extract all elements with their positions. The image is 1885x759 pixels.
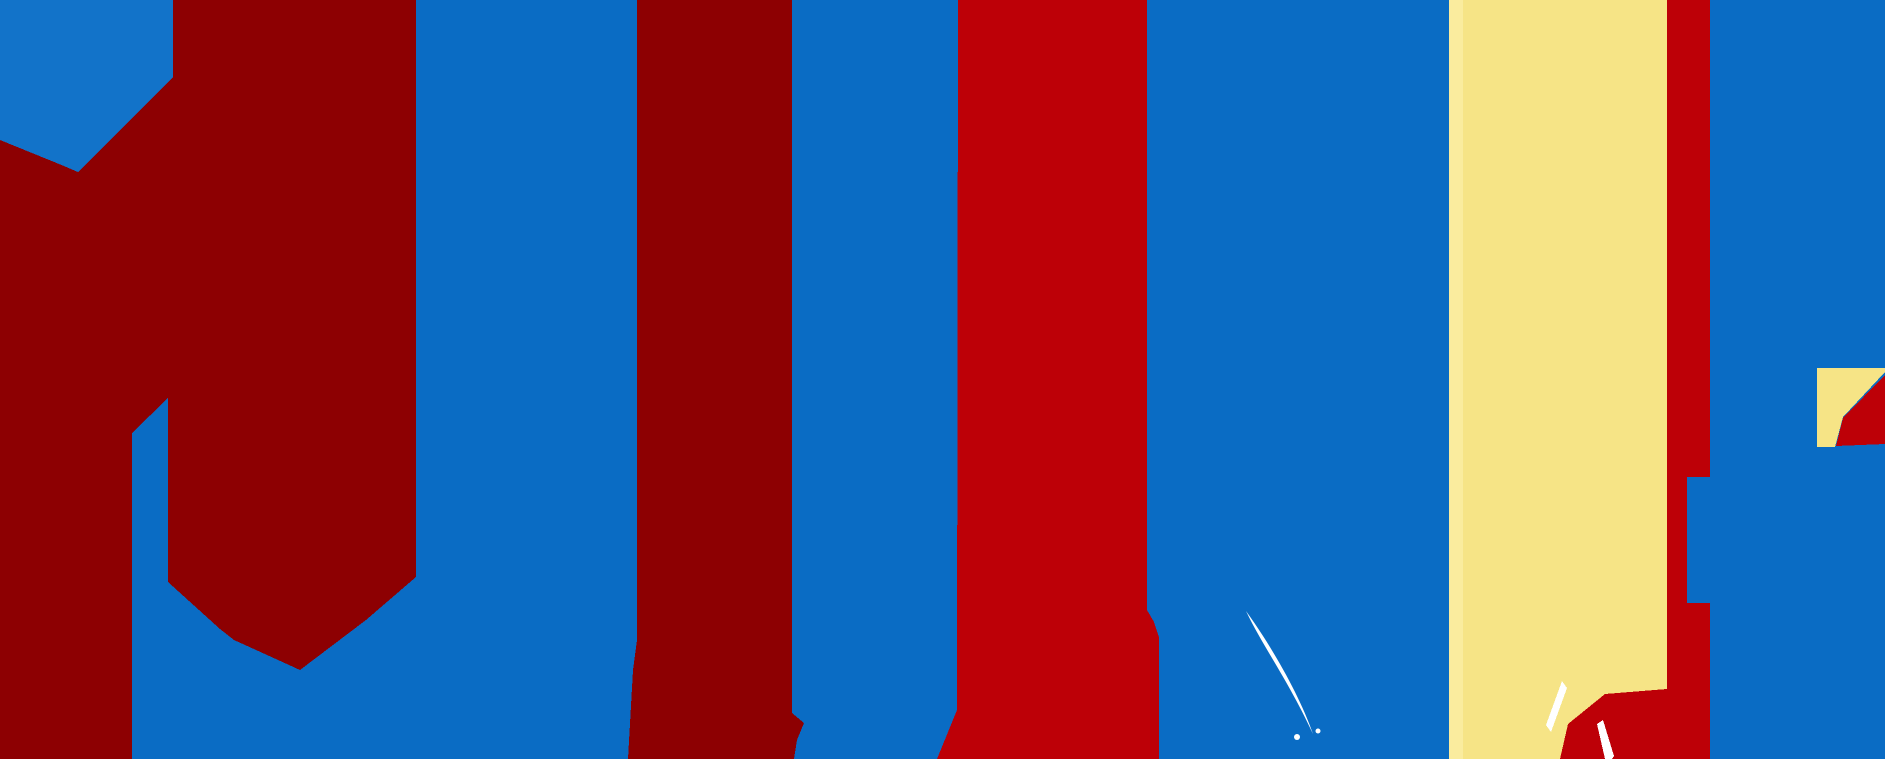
yellow-column-edge-highlight bbox=[1449, 0, 1463, 759]
top-right-yellow-wedge bbox=[1817, 368, 1885, 447]
yellow-column bbox=[1449, 0, 1667, 759]
left-maroon-mass bbox=[0, 0, 416, 759]
white-dot-tiny bbox=[1315, 728, 1321, 734]
red-bar bbox=[937, 0, 1159, 759]
right-red-stripe bbox=[1560, 0, 1710, 759]
white-sliver-red bbox=[1597, 720, 1614, 759]
white-sliver-yellow bbox=[1546, 681, 1567, 732]
top-left-blue-wedge bbox=[0, 0, 173, 172]
white-sliver-large bbox=[1246, 611, 1313, 734]
white-dot-small bbox=[1294, 734, 1300, 740]
top-right-red-triangle bbox=[1836, 375, 1885, 446]
maroon-bar bbox=[628, 0, 804, 759]
